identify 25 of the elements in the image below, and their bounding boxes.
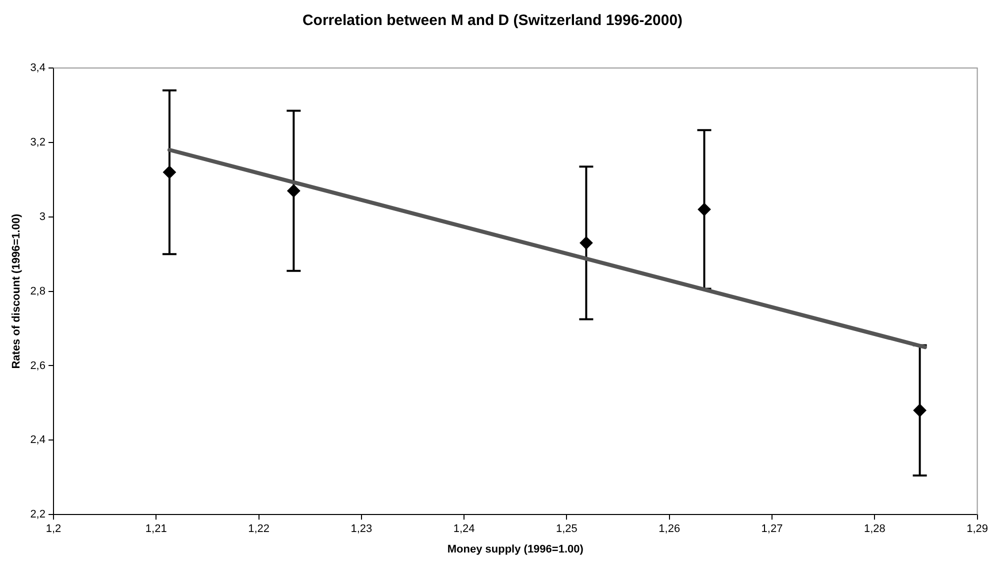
- x-tick-label: 1,29: [966, 523, 988, 536]
- y-tick-label: 3: [39, 210, 46, 223]
- y-tick-label: 3,2: [30, 136, 46, 148]
- y-tick-label: 2,8: [30, 285, 46, 298]
- point: [698, 202, 711, 216]
- x-axis-title: Money supply (1996=1.00): [447, 543, 584, 556]
- point: [287, 184, 300, 198]
- y-tick-label: 2,6: [30, 360, 46, 372]
- point: [580, 236, 593, 250]
- x-tick-label: 1,24: [453, 523, 475, 536]
- x-tick-label: 1,2: [46, 523, 62, 536]
- x-tick-label: 1,26: [658, 523, 680, 536]
- point: [913, 404, 926, 417]
- x-tick-label: 1,21: [145, 523, 167, 536]
- x-tick-label: 1,25: [556, 523, 578, 536]
- point: [162, 166, 176, 179]
- y-tick-label: 3,4: [30, 62, 46, 74]
- y-tick-label: 2,2: [30, 508, 46, 521]
- chart-title: Correlation between M and D (Switzerland 1996-2000): [302, 12, 683, 30]
- x-tick-label: 1,27: [761, 523, 783, 536]
- y-axis-title: Rates of discount (1996=1.00): [10, 213, 23, 369]
- y-tick-label: 2,4: [30, 434, 46, 446]
- x-tick-label: 1,28: [864, 523, 886, 536]
- x-tick-label: 1,23: [350, 523, 372, 536]
- x-tick-label: 1,22: [248, 523, 270, 536]
